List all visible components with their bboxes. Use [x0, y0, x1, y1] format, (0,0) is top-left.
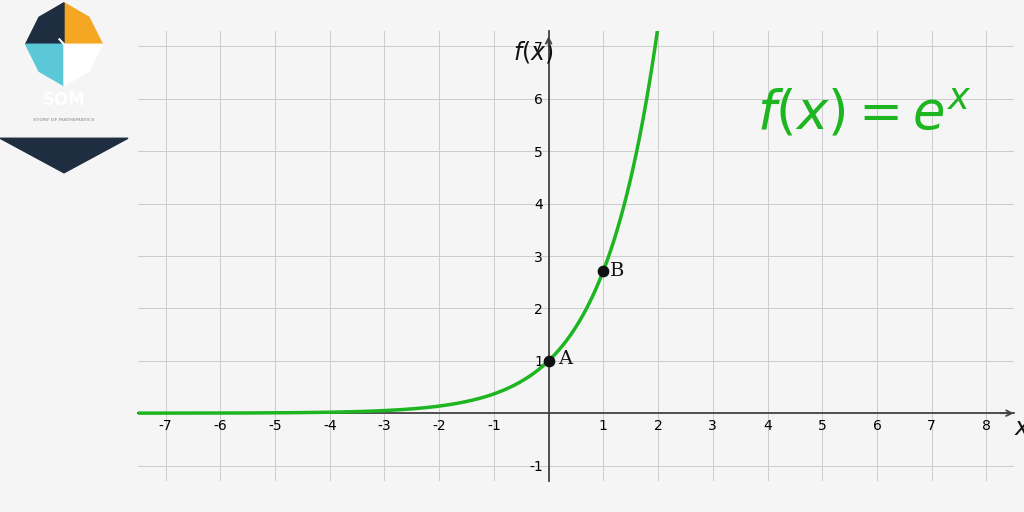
- Text: STORY OF MATHEMATICS: STORY OF MATHEMATICS: [33, 118, 95, 122]
- Polygon shape: [26, 3, 63, 44]
- Text: $x$: $x$: [1014, 416, 1024, 440]
- Polygon shape: [26, 44, 63, 86]
- Polygon shape: [63, 3, 102, 44]
- Text: B: B: [610, 262, 625, 280]
- Polygon shape: [0, 138, 128, 173]
- Polygon shape: [63, 44, 102, 86]
- Point: [541, 357, 557, 365]
- Text: $f(x)$: $f(x)$: [513, 38, 554, 65]
- Point: [595, 267, 611, 275]
- Text: $f(x) = e^{x}$: $f(x) = e^{x}$: [757, 89, 972, 140]
- Text: A: A: [558, 350, 572, 368]
- Text: SOM: SOM: [43, 91, 85, 109]
